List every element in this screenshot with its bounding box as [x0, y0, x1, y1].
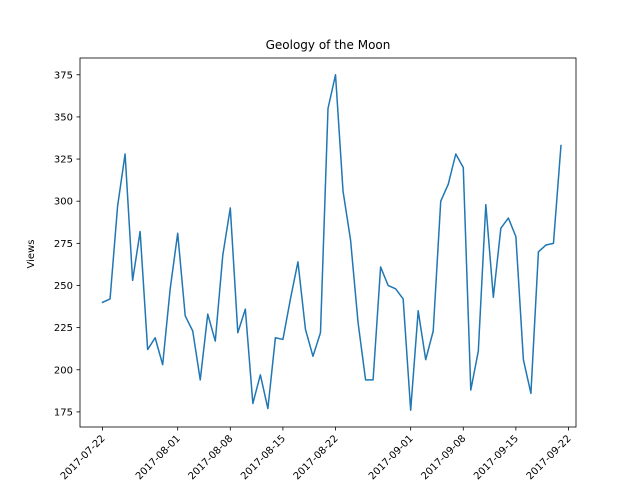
x-tick-label: 2017-08-15	[239, 433, 288, 480]
y-tick-label: 225	[54, 323, 73, 334]
y-tick-label: 350	[54, 112, 73, 123]
y-tick-label: 300	[54, 197, 73, 208]
y-axis: 175 200 225 250 275 300 325 350 375	[54, 70, 80, 418]
x-tick-label: 2017-08-08	[187, 433, 236, 480]
x-tick-label: 2017-09-01	[367, 433, 416, 480]
y-tick-label: 275	[54, 239, 73, 250]
x-axis: 2017-07-22 2017-08-01 2017-08-08 2017-08-15…	[59, 427, 574, 480]
y-tick-label: 375	[54, 70, 73, 81]
y-tick-label: 200	[54, 365, 73, 376]
y-tick-label: 175	[54, 407, 73, 418]
x-tick-label: 2017-09-15	[472, 433, 521, 480]
x-tick-label: 2017-09-22	[525, 433, 574, 480]
x-tick-label: 2017-09-08	[420, 433, 469, 480]
x-tick-label: 2017-08-01	[134, 433, 183, 480]
chart-title: Geology of the Moon	[266, 38, 391, 52]
x-tick-label: 2017-07-22	[59, 433, 108, 480]
series-line	[101, 74, 562, 411]
x-tick-label: 2017-08-22	[292, 433, 341, 480]
plot-frame	[79, 57, 577, 428]
y-tick-label: 250	[54, 281, 73, 292]
y-axis-label: Views	[26, 240, 37, 269]
y-tick-label: 325	[54, 155, 73, 166]
